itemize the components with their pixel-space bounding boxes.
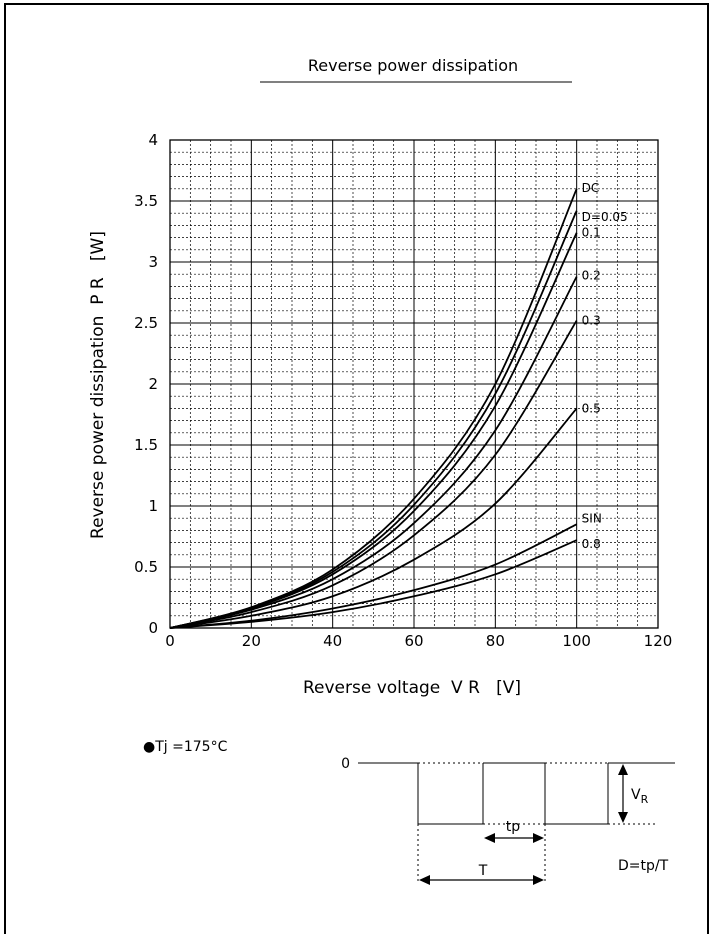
- grid: [169, 139, 659, 629]
- y-tick-label: 1: [148, 497, 158, 515]
- curve-0-5: [169, 407, 578, 629]
- x-tick-label: 0: [165, 632, 175, 650]
- tp-arrow-right-icon: [533, 833, 544, 843]
- y-tick-label: 3.5: [134, 192, 158, 210]
- curve-0-3: [169, 320, 578, 629]
- vr-label: VR: [631, 787, 649, 806]
- tp-arrow-left-icon: [484, 833, 495, 843]
- page-frame: [4, 3, 709, 934]
- x-axis-label: Reverse voltage V R [V]: [303, 678, 521, 698]
- t-arrow-left-icon: [419, 875, 430, 885]
- curve-label: 0.3: [582, 314, 601, 328]
- tick-labels: 0 20 40 60 80 100 120 0 0.5 1 1.5 2 2.5 3 3.5 4: [134, 131, 672, 650]
- y-tick-label: 2.5: [134, 314, 158, 332]
- t-arrow-right-icon: [533, 875, 544, 885]
- x-tick-label: 100: [562, 632, 591, 650]
- tj-condition: ●Tj =175°C: [143, 739, 228, 755]
- tj-text: Tj =175°C: [154, 739, 227, 755]
- y-tick-label: 0: [148, 619, 158, 637]
- y-tick-label: 2: [148, 375, 158, 393]
- curve-label: DC: [582, 181, 600, 195]
- duty-formula: D=tp/T: [618, 858, 669, 874]
- curve-label: SIN: [582, 511, 602, 525]
- x-tick-label: 20: [242, 632, 261, 650]
- curves: [169, 188, 578, 629]
- curve-0-1: [169, 232, 578, 629]
- vr-label-sub: R: [641, 793, 649, 806]
- curve-label: 0.1: [582, 226, 601, 240]
- y-tick-label: 4: [148, 131, 158, 149]
- y-tick-label: 0.5: [134, 558, 158, 576]
- curve-label: 0.2: [582, 269, 601, 283]
- curve-label: D=0.05: [582, 210, 628, 224]
- x-tick-label: 60: [404, 632, 423, 650]
- x-tick-label: 80: [486, 632, 505, 650]
- vr-label-main: V: [631, 787, 641, 803]
- curve-sin: [169, 523, 578, 629]
- vr-arrow-up-icon: [618, 764, 628, 775]
- t-label: T: [478, 863, 488, 879]
- y-tick-label: 1.5: [134, 436, 158, 454]
- curve-0-8: [169, 539, 578, 629]
- curve-label: 0.5: [582, 401, 601, 415]
- y-tick-label: 3: [148, 253, 158, 271]
- curve-labels: DC D=0.05 0.1 0.2 0.3 0.5 SIN 0.8: [582, 181, 628, 551]
- curve-label: 0.8: [582, 537, 601, 551]
- vr-arrow-down-icon: [618, 812, 628, 823]
- curve-0-2: [169, 276, 578, 629]
- bullet-icon: ●: [143, 739, 155, 755]
- plot-frame: [169, 139, 659, 629]
- y-axis-label: Reverse power dissipation P R [W]: [88, 231, 108, 539]
- tp-label: tp: [506, 819, 520, 835]
- waveform-zero-label: 0: [341, 756, 350, 772]
- waveform-diagram: 0 VR tp T D=tp/T: [341, 756, 675, 885]
- x-tick-label: 120: [644, 632, 673, 650]
- chart-title: Reverse power dissipation: [308, 56, 518, 75]
- x-tick-label: 40: [323, 632, 342, 650]
